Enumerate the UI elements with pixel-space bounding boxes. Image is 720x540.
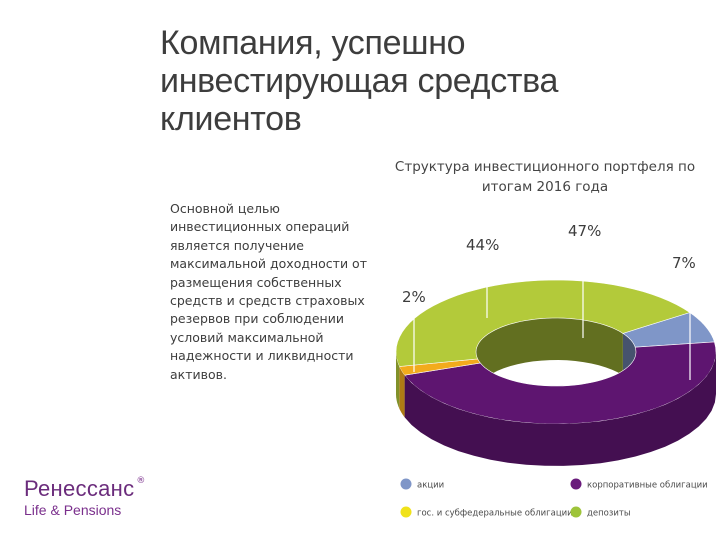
logo-subtitle: Life & Pensions [24,502,122,518]
legend: акции корпоративные облигации гос. и субфе… [400,478,708,519]
legend-label-2: корпоративные облигации [587,481,708,491]
intro-text: Основной целью инвестиционных операций я… [170,201,367,382]
legend-label-3: гос. и субфедеральные облигации [417,509,573,519]
donut-slices [395,279,717,466]
legend-label-4: депозиты [587,509,631,519]
slice-outer-wall [404,352,716,466]
data-label-4: 44% [466,236,499,254]
legend-marker [570,506,582,518]
data-label-3: 2% [402,288,426,306]
data-labels: 7% 47% 2% 44% [402,222,696,306]
leader-lines [413,243,691,380]
slice-outer-wall [396,352,400,409]
legend-label-1: акции [417,481,444,491]
slice-inner-wall [476,318,623,394]
data-label-1: 7% [672,254,696,272]
slice-outer-wall [399,366,405,418]
legend-marker [400,478,412,490]
chart-title: Структура инвестиционного портфеля по ит… [394,159,696,195]
registered-mark: ® [136,476,146,486]
page-title: Компания, успешно инвестирующая средства… [160,24,559,138]
legend-marker [570,478,582,490]
slice-4 [395,279,691,367]
legend-marker [400,506,412,518]
company-logo: Ренессанс ® Life & Pensions [24,476,145,518]
data-label-2: 47% [568,222,601,240]
logo-name: Ренессанс [24,476,135,501]
